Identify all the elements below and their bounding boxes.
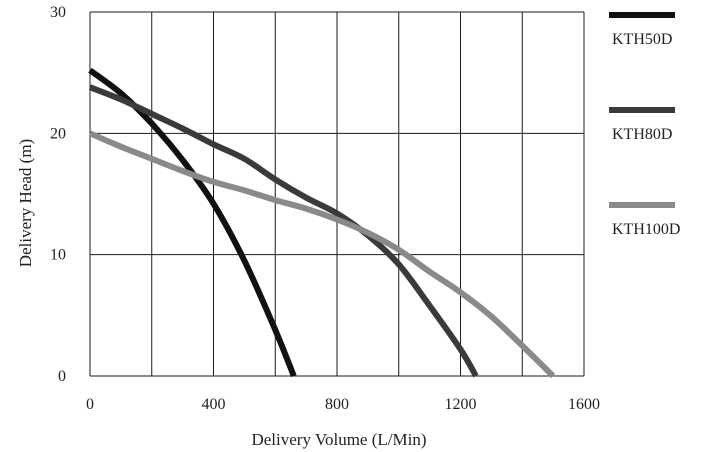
x-axis-label: Delivery Volume (L/Min) (251, 430, 426, 449)
x-tick-label: 0 (86, 396, 94, 413)
legend-label-kth100d: KTH100D (612, 221, 680, 238)
legend: KTH50D KTH80D KTH100D (609, 12, 680, 238)
series-line-kth80d (88, 84, 479, 378)
legend-label-kth80d: KTH80D (612, 126, 672, 143)
y-axis-label: Delivery Head (m) (16, 139, 35, 267)
series-line-kth50d (88, 67, 297, 378)
grid (89, 11, 585, 377)
tick-labels: 0 400 800 1200 1600 0 10 20 30 (50, 4, 600, 413)
y-tick-label: 30 (50, 4, 66, 21)
legend-swatch-kth50d (609, 12, 675, 18)
y-tick-label: 20 (50, 125, 66, 142)
x-tick-label: 400 (202, 396, 226, 413)
x-tick-label: 1200 (445, 396, 477, 413)
legend-label-kth50d: KTH50D (612, 31, 672, 48)
series-line-kth100d (88, 130, 556, 379)
legend-swatch-kth80d (609, 107, 675, 113)
series-layer (88, 67, 556, 379)
y-tick-label: 10 (50, 247, 66, 264)
y-tick-label: 0 (58, 368, 66, 385)
x-tick-label: 1600 (568, 396, 600, 413)
legend-swatch-kth100d (609, 202, 675, 208)
x-tick-label: 800 (325, 396, 349, 413)
